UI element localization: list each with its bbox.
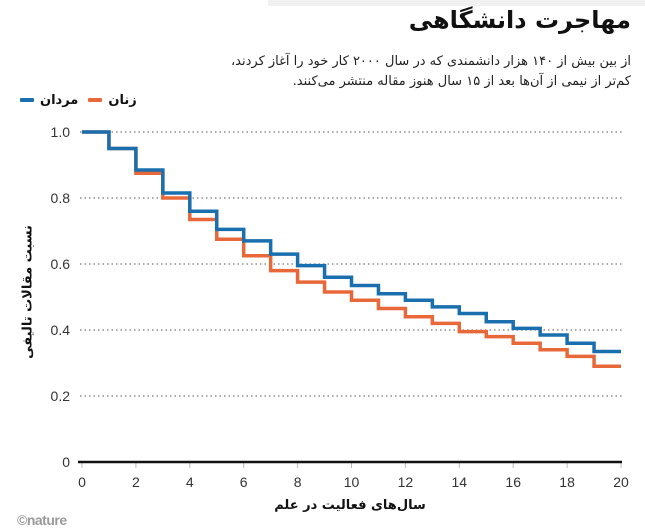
x-tick-label: 2 [132, 474, 140, 490]
y-axis-label: نسبت مقالات تالیفی [20, 225, 36, 359]
legend-item-men: مردان [20, 93, 78, 108]
legend-swatch-women-icon [88, 98, 103, 102]
chart-title: مهاجرت دانشگاهی [408, 6, 631, 34]
chart-subtitle: از بین بیش از ۱۴۰ هزار دانشمندی که در سا… [11, 52, 631, 92]
subtitle-line-1: از بین بیش از ۱۴۰ هزار دانشمندی که در سا… [230, 54, 631, 69]
subtitle-line-2: کم‌تر از نیمی از آن‌ها بعد از ۱۵ سال هنو… [292, 74, 631, 89]
y-tick-label: 0.2 [51, 388, 71, 404]
x-tick-label: 16 [505, 474, 521, 490]
nature-credit-logo: ©nature [17, 512, 67, 528]
legend: مردان زنان [20, 89, 137, 111]
y-tick-label: 0.4 [51, 322, 71, 338]
y-axis-ticks: 0 0.2 0.4 0.6 0.8 1.0 [51, 124, 71, 470]
x-tick-label: 0 [78, 474, 86, 490]
legend-label-women: زنان [108, 92, 137, 108]
x-axis-ticks: 0 2 4 6 8 10 12 14 16 18 20 [78, 462, 629, 490]
y-tick-label: 0 [62, 454, 70, 470]
series-line-women [82, 130, 621, 369]
x-tick-label: 8 [294, 474, 302, 490]
y-tick-label: 0.8 [51, 190, 71, 206]
legend-item-women: زنان [88, 92, 137, 108]
x-tick-label: 12 [398, 474, 414, 490]
legend-swatch-men-icon [20, 98, 34, 102]
x-tick-label: 14 [452, 474, 468, 490]
y-tick-label: 1.0 [51, 124, 71, 140]
x-tick-label: 20 [613, 474, 629, 490]
legend-label-men: مردان [40, 92, 79, 108]
top-bar [268, 0, 645, 6]
series-line-men [82, 130, 621, 354]
x-tick-label: 4 [186, 474, 194, 490]
x-axis-label: سال‌های فعالیت در علم [274, 498, 426, 513]
x-tick-label: 10 [344, 474, 360, 490]
x-tick-label: 18 [559, 474, 575, 490]
y-tick-label: 0.6 [51, 256, 71, 272]
x-tick-label: 6 [240, 474, 248, 490]
